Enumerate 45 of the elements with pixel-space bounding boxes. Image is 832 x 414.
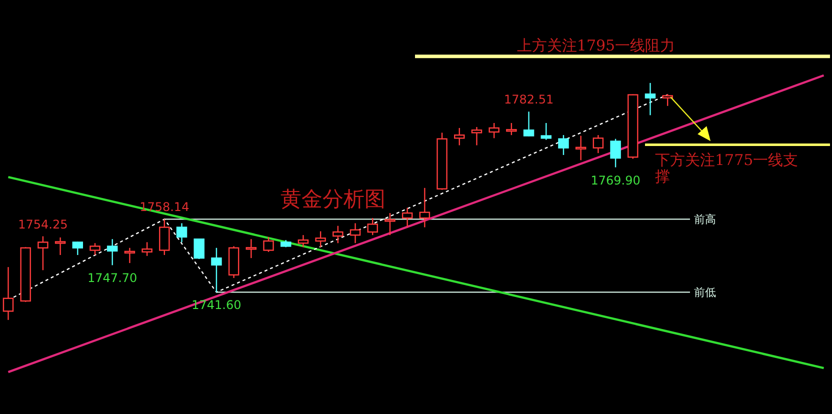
candlestick: [454, 127, 465, 146]
candlestick: [106, 238, 118, 266]
annotation: 1769.90: [590, 173, 640, 188]
candlestick: [54, 236, 66, 256]
candlestick: [38, 236, 48, 271]
candlestick: [90, 242, 100, 256]
candlestick: [2, 266, 14, 321]
ref-line-label: 前低: [694, 286, 716, 300]
candlestick: [176, 222, 188, 243]
candlestick: [558, 134, 569, 156]
annotation: 1747.70: [88, 271, 138, 286]
candlestick: [384, 212, 396, 236]
ref-line-label: 下方关注1775一线支撑: [655, 150, 798, 186]
ref-line-label: 前高: [694, 213, 716, 226]
candlestick: [540, 122, 552, 140]
candlestick: [367, 217, 378, 236]
candlestick: [124, 247, 136, 264]
candlestick: [488, 122, 500, 139]
candlestick: [142, 242, 152, 257]
candlestick: [471, 126, 482, 146]
candlestick: [610, 138, 621, 168]
candlestick: [211, 247, 222, 293]
annotation: 1754.25: [18, 217, 68, 232]
candlestick: [419, 187, 430, 228]
candlestick: [332, 225, 344, 244]
candlestick: [644, 82, 656, 116]
candlestick: [315, 230, 326, 248]
ref-line-label: 上方关注1795一线阻力: [516, 36, 676, 54]
annotation: 1741.60: [192, 298, 242, 312]
candlestick: [592, 134, 604, 154]
candlestick: [402, 207, 413, 228]
candlestick: [662, 93, 673, 107]
text: 黄金分析图: [280, 187, 386, 211]
candlestick: [575, 135, 586, 161]
candlestick: [246, 238, 257, 259]
candlestick: [350, 222, 361, 244]
candlestick: [159, 218, 170, 256]
candlestick: [523, 111, 534, 137]
annotation: 1758.14: [140, 200, 190, 214]
annotation: 1782.51: [504, 92, 554, 107]
candlestick: [506, 122, 517, 136]
candlestick: [298, 234, 309, 248]
candlestick: [194, 238, 204, 260]
candlestick: [263, 236, 274, 253]
candlestick: [72, 241, 84, 256]
